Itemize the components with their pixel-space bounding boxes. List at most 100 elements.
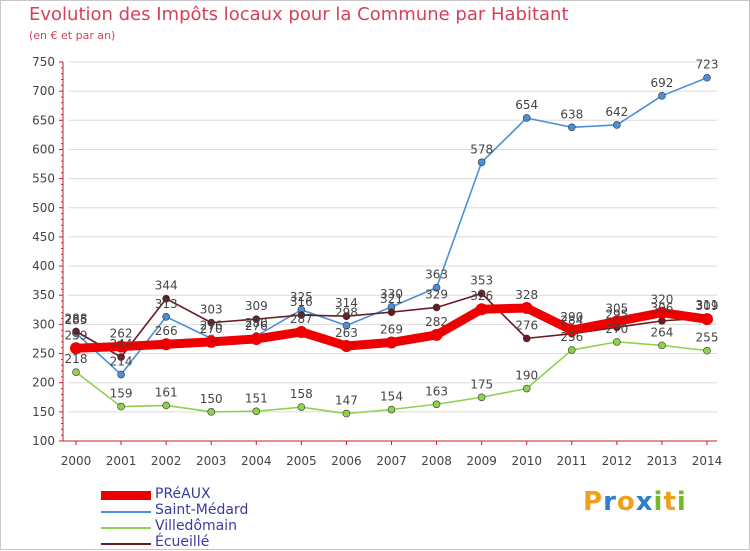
data-point (613, 121, 621, 129)
data-label: 309 (696, 299, 719, 313)
line-chart: 100 150 200 250 300 350 400 450 500 550 600 650 700 7… (32, 55, 722, 468)
data-point (477, 289, 486, 298)
x-tick-label: 2006 (331, 454, 362, 468)
y-tick-label: 700 (32, 84, 55, 98)
legend-label: PRéAUX (155, 486, 211, 502)
brand-letter: x (635, 487, 654, 517)
data-label: 276 (200, 318, 223, 332)
data-point (703, 73, 711, 82)
data-label: 638 (560, 107, 583, 121)
data-label: 218 (65, 352, 88, 366)
data-point (387, 308, 396, 316)
data-point (522, 334, 531, 343)
data-label: 256 (560, 330, 583, 344)
legend-item: Saint-Médard (101, 502, 321, 519)
data-label: 326 (470, 289, 493, 303)
data-label: 262 (110, 327, 133, 341)
data-label: 311 (696, 298, 719, 312)
data-label: 295 (605, 307, 628, 321)
y-tick-label: 200 (32, 376, 55, 390)
data-point (207, 408, 216, 416)
data-label: 244 (110, 337, 133, 351)
data-point (117, 370, 125, 379)
data-point (610, 315, 623, 328)
legend-swatch (101, 527, 151, 529)
x-tick-label: 2001 (106, 454, 137, 468)
data-point (703, 346, 711, 355)
data-label: 270 (605, 322, 628, 336)
data-label: 298 (335, 306, 358, 320)
data-point (162, 313, 170, 321)
data-label: 363 (425, 268, 448, 282)
x-tick-label: 2007 (376, 454, 407, 468)
data-label: 287 (290, 312, 313, 326)
brand-letter: i (653, 487, 664, 517)
data-point (72, 368, 80, 376)
data-label: 282 (425, 315, 448, 329)
data-label: 276 (245, 319, 268, 333)
brand-letter: t (663, 487, 677, 517)
x-tick-label: 2002 (151, 454, 182, 468)
data-label: 309 (245, 299, 268, 313)
data-label: 214 (110, 355, 133, 369)
data-label: 280 (245, 316, 268, 330)
data-label: 147 (335, 394, 358, 408)
brand-logo: Proxiti (583, 487, 687, 517)
data-label: 264 (650, 325, 673, 339)
x-tick-label: 2012 (602, 454, 633, 468)
y-tick-label: 500 (32, 201, 55, 215)
data-label: 303 (200, 303, 223, 317)
data-point (160, 338, 173, 351)
y-tick-label: 400 (32, 259, 55, 273)
legend-item: Villedômain (101, 518, 321, 535)
data-label: 321 (380, 292, 403, 306)
data-point (701, 313, 713, 326)
x-tick-label: 2013 (647, 454, 678, 468)
y-tick-label: 550 (32, 172, 55, 186)
y-tick-label: 100 (32, 434, 55, 448)
brand-letter: o (616, 487, 636, 517)
data-label: 654 (515, 98, 538, 112)
x-tick-label: 2003 (196, 454, 227, 468)
y-tick-label: 350 (32, 288, 55, 302)
data-point (432, 283, 441, 292)
data-label: 266 (155, 324, 178, 338)
y-tick-label: 450 (32, 230, 55, 244)
data-label: 175 (470, 377, 493, 391)
data-point (252, 315, 261, 323)
legend-swatch (101, 511, 151, 513)
data-point (522, 384, 531, 393)
data-point (613, 338, 621, 346)
data-label: 159 (110, 387, 133, 401)
data-point (297, 311, 306, 319)
data-point (567, 123, 576, 132)
y-tick-label: 150 (32, 405, 55, 419)
data-label: 692 (650, 76, 673, 90)
chart-legend: PRéAUX Saint-Médard Villedômain Écueillé (101, 486, 321, 551)
data-label: 270 (200, 322, 223, 336)
data-label: 353 (470, 273, 493, 287)
legend-label: Écueillé (155, 534, 210, 550)
x-tick-label: 2005 (286, 454, 317, 468)
data-point (162, 401, 170, 410)
data-point (432, 303, 441, 312)
data-point (655, 306, 668, 319)
chart-subtitle: (en € et par an) (29, 29, 116, 42)
y-tick-label: 650 (32, 113, 55, 127)
data-point (342, 409, 351, 418)
x-tick-label: 2011 (557, 454, 588, 468)
chart-title: Evolution des Impôts locaux pour la Comm… (29, 4, 569, 25)
data-label: 150 (200, 392, 223, 406)
data-point (475, 303, 488, 316)
data-label: 313 (155, 297, 178, 311)
data-label: 306 (650, 301, 673, 315)
data-label: 285 (65, 313, 88, 327)
legend-label: Saint-Médard (155, 502, 249, 518)
data-point (295, 325, 308, 338)
data-label: 290 (560, 310, 583, 324)
legend-item: PRéAUX (101, 486, 321, 503)
brand-letter: i (676, 487, 687, 517)
data-label: 154 (380, 390, 403, 404)
legend-item: Écueillé (101, 534, 321, 551)
